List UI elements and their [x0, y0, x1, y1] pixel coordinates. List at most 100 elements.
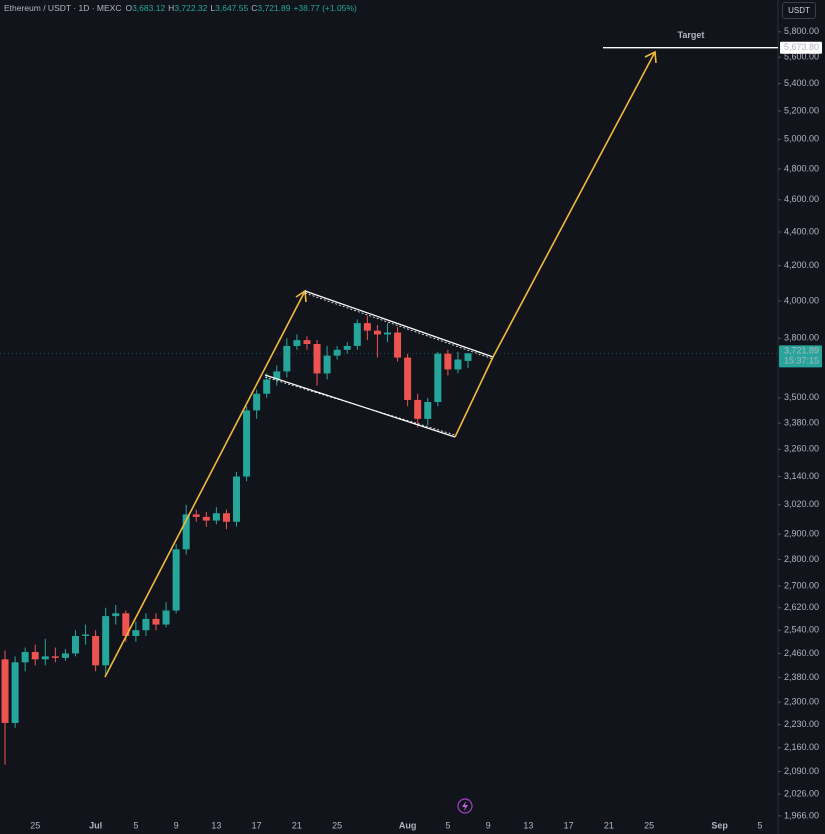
- x-tick-label: 25: [30, 820, 40, 830]
- ohlc-key: O: [125, 3, 133, 13]
- y-tick-label: 4,800.00: [784, 163, 819, 173]
- x-tick-label: 9: [174, 820, 179, 830]
- y-tick-label: 4,600.00: [784, 194, 819, 204]
- candle-body: [293, 340, 301, 346]
- candle-body: [212, 513, 220, 521]
- candle-body: [82, 634, 90, 636]
- candle-body: [112, 613, 120, 617]
- y-tick-label: 4,000.00: [784, 295, 819, 305]
- candle-body: [172, 549, 180, 611]
- candle-body: [71, 635, 79, 654]
- candle-body: [313, 344, 321, 374]
- candle-body: [404, 357, 412, 400]
- candle-body: [394, 332, 402, 358]
- projection-arrow: [454, 51, 656, 438]
- x-tick-label: 5: [757, 820, 762, 830]
- candle-body: [333, 349, 341, 356]
- y-tick-label: 3,260.00: [784, 444, 819, 454]
- candle-body: [263, 379, 271, 394]
- ohlc-key: C: [251, 3, 258, 13]
- candle-body: [343, 345, 351, 350]
- y-tick-label: 2,026.00: [784, 788, 819, 798]
- x-tick-label: 17: [564, 820, 574, 830]
- y-tick-label: 2,160.00: [784, 742, 819, 752]
- candle-body: [1, 659, 9, 723]
- candle-body: [464, 353, 472, 361]
- y-tick-label: 2,380.00: [784, 672, 819, 682]
- x-tick-label: Sep: [711, 820, 728, 830]
- candle-body: [373, 330, 381, 335]
- y-tick-label: 3,500.00: [784, 392, 819, 402]
- candle-body: [303, 340, 311, 345]
- y-tick-label: 4,400.00: [784, 226, 819, 236]
- y-tick-label: 3,800.00: [784, 333, 819, 343]
- candle-body: [444, 353, 452, 370]
- target-text: Target: [678, 30, 705, 40]
- ohlc-key: L: [210, 3, 216, 13]
- candle-body: [132, 630, 140, 636]
- currency-button[interactable]: USDT: [782, 2, 816, 19]
- x-tick-label: 25: [644, 820, 654, 830]
- y-tick-label: 2,800.00: [784, 554, 819, 564]
- candle-body: [152, 618, 160, 625]
- symbol-header: Ethereum / USDT · 1D · MEXC O3,683.12 H3,7…: [4, 3, 360, 13]
- y-tick-label: 3,380.00: [784, 418, 819, 428]
- channel-top: [304, 290, 494, 358]
- ohlc-key: H: [168, 3, 175, 13]
- candle-body: [273, 371, 281, 380]
- candle-body: [162, 610, 170, 625]
- x-tick-label: 21: [604, 820, 614, 830]
- candle-body: [11, 662, 19, 723]
- x-tick-label: 25: [332, 820, 342, 830]
- candle-body: [182, 514, 190, 550]
- y-tick-label: 1,966.00: [784, 810, 819, 820]
- candle-body: [222, 513, 230, 522]
- target-price-label: 5,673.80: [784, 42, 819, 52]
- y-tick-label: 2,700.00: [784, 580, 819, 590]
- target-price-box: [780, 41, 822, 54]
- candle-body: [253, 393, 261, 411]
- candle-body: [122, 613, 130, 636]
- y-tick-label: 2,230.00: [784, 719, 819, 729]
- candle-body: [363, 323, 371, 331]
- candle-body: [202, 516, 210, 521]
- flagpole-arrow: [104, 290, 306, 678]
- candle-body: [92, 635, 100, 666]
- ohlc-value: 3,683.12: [132, 3, 166, 13]
- ohlc-value: 3,722.32: [174, 3, 208, 13]
- symbol-text: Ethereum / USDT · 1D · MEXC: [4, 3, 122, 13]
- alert-icon[interactable]: [457, 798, 473, 814]
- y-tick-label: 2,620.00: [784, 602, 819, 612]
- candle-body: [31, 651, 39, 660]
- countdown-label: 15:37:15: [784, 356, 819, 366]
- y-tick-label: 5,200.00: [784, 105, 819, 115]
- candle-body: [192, 514, 200, 517]
- candle-body: [383, 332, 391, 335]
- y-tick-label: 5,800.00: [784, 26, 819, 36]
- x-tick-label: 9: [486, 820, 491, 830]
- y-tick-label: 2,900.00: [784, 529, 819, 539]
- y-tick-label: 3,020.00: [784, 499, 819, 509]
- change-text: +38.77 (+1.05%): [293, 3, 357, 13]
- candle-body: [142, 618, 150, 631]
- y-tick-label: 3,140.00: [784, 471, 819, 481]
- channel-bottom-dash: [264, 376, 456, 436]
- drawings: [104, 50, 657, 814]
- last-price-label: 3,721.89: [784, 346, 819, 356]
- y-tick-label: 2,300.00: [784, 697, 819, 707]
- candle-body: [41, 656, 49, 660]
- x-tick-label: 13: [211, 820, 221, 830]
- ohlc-value: 3,721.89: [257, 3, 291, 13]
- y-tick-label: 5,400.00: [784, 78, 819, 88]
- x-tick-label: Jul: [89, 820, 102, 830]
- x-tick-label: 5: [445, 820, 450, 830]
- y-tick-label: 2,540.00: [784, 625, 819, 635]
- y-tick-label: 2,090.00: [784, 766, 819, 776]
- candle-body: [434, 353, 442, 403]
- candle-body: [454, 359, 462, 370]
- arrow-head: [644, 50, 657, 64]
- y-tick-label: 2,460.00: [784, 648, 819, 658]
- candle-body: [61, 653, 69, 658]
- alert-bolt: [462, 801, 468, 811]
- x-tick-label: 21: [292, 820, 302, 830]
